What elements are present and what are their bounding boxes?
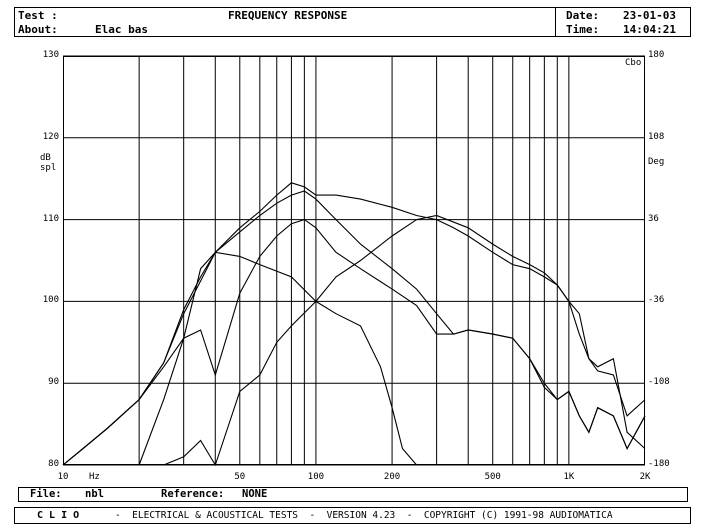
about-label: About: <box>18 23 58 36</box>
series-lines <box>62 182 646 467</box>
series-line-1 <box>62 182 646 466</box>
y2-tick-label: 108 <box>648 131 665 142</box>
footer-text: - ELECTRICAL & ACOUSTICAL TESTS - VERSIO… <box>115 510 613 521</box>
date-value: 23-01-03 <box>623 9 676 22</box>
file-label: File: <box>30 488 62 500</box>
footer-brand: C L I O <box>37 510 80 521</box>
x-axis-unit: Hz <box>89 472 100 482</box>
grid <box>63 55 645 466</box>
x-tick-label: 1K <box>563 472 575 482</box>
y2-tick-label: -36 <box>648 295 665 306</box>
file-value: nbl <box>85 488 104 500</box>
series-line-5 <box>163 214 646 467</box>
y-tick-label: 110 <box>42 213 59 224</box>
x-tick-label: 50 <box>234 472 246 482</box>
y2-tick-label: 180 <box>648 50 665 60</box>
y-tick-label: 120 <box>42 131 59 142</box>
reference-label: Reference: <box>161 488 225 500</box>
y-tick-label: 130 <box>42 50 59 60</box>
footer-bar: C L I O - ELECTRICAL & ACOUSTICAL TESTS … <box>14 507 691 524</box>
time-label: Time: <box>566 23 600 36</box>
y-tick-label: 90 <box>48 377 59 388</box>
test-label: Test : <box>18 9 58 22</box>
about-value: Elac bas <box>95 23 148 36</box>
y-axis-label-db: dB <box>40 153 51 163</box>
x-tick-label: 100 <box>307 472 325 482</box>
y2-axis-label: Deg <box>648 157 665 167</box>
y-tick-label: 80 <box>48 459 59 469</box>
y-tick-label: 100 <box>42 295 59 306</box>
x-tick-label: 10 <box>57 472 69 482</box>
plot-area <box>63 56 645 465</box>
date-label: Date: <box>566 9 600 22</box>
y-axis-label-spl: spl <box>40 163 57 173</box>
y2-tick-label: 36 <box>648 213 659 224</box>
x-tick-label: 200 <box>383 472 401 482</box>
time-value: 14:04:21 <box>623 23 676 36</box>
y2-tick-label: -180 <box>648 459 670 469</box>
x-tick-label: 2K <box>639 472 651 482</box>
series-line-3 <box>62 218 646 466</box>
corner-label: Cbo <box>625 58 642 68</box>
header-divider <box>555 8 556 36</box>
file-bar: File: nbl Reference: NONE <box>18 487 688 502</box>
series-line-4 <box>138 251 418 466</box>
header-box: Test : FREQUENCY RESPONSE About: Elac ba… <box>14 7 691 37</box>
x-tick-label: 500 <box>484 472 501 482</box>
y2-tick-label: -108 <box>648 377 670 388</box>
reference-value: NONE <box>242 488 268 500</box>
chart-title: FREQUENCY RESPONSE <box>228 9 348 22</box>
